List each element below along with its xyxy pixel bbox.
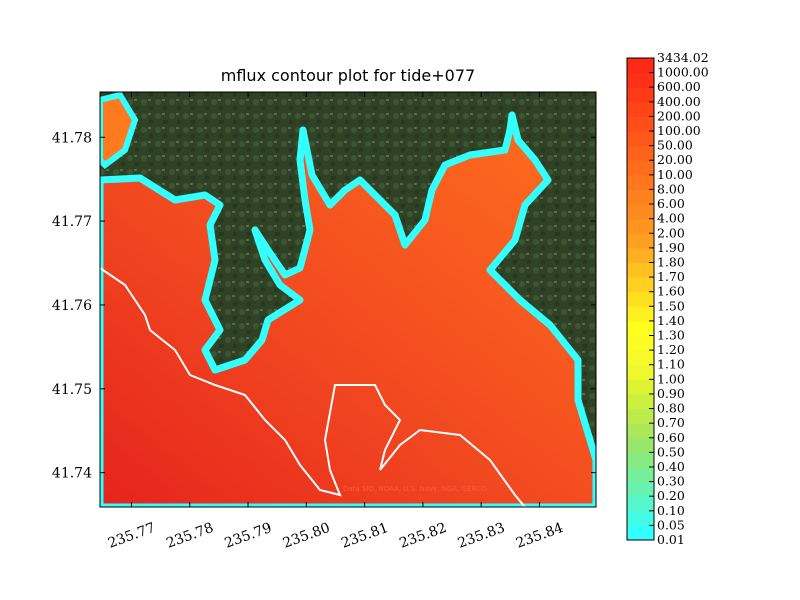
colorbar-segment bbox=[627, 350, 654, 366]
colorbar-label: 1.90 bbox=[657, 240, 685, 255]
colorbar-segment bbox=[627, 58, 654, 74]
colorbar-frame bbox=[626, 57, 655, 541]
colorbar-label: 600.00 bbox=[657, 79, 701, 94]
colorbar-label: 1.10 bbox=[657, 357, 685, 372]
x-tick-label: 235.84 bbox=[514, 520, 566, 552]
x-tick-label: 235.77 bbox=[106, 520, 158, 552]
colorbar-label: 0.05 bbox=[657, 517, 685, 532]
colorbar-segment bbox=[627, 72, 654, 88]
colorbar-segment bbox=[627, 496, 654, 512]
colorbar-label: 0.40 bbox=[657, 459, 685, 474]
colorbar-label: 2.00 bbox=[657, 225, 685, 240]
x-tick-label: 235.79 bbox=[223, 520, 275, 552]
colorbar-segment bbox=[627, 101, 654, 117]
colorbar-label: 1.80 bbox=[657, 254, 685, 269]
colorbar-label: 100.00 bbox=[657, 123, 701, 138]
colorbar-label: 20.00 bbox=[657, 152, 693, 167]
colorbar-label: 50.00 bbox=[657, 138, 693, 153]
colorbar-segment bbox=[627, 306, 654, 322]
colorbar-segment bbox=[627, 525, 654, 541]
colorbar-label: 1.60 bbox=[657, 284, 685, 299]
colorbar-segment bbox=[627, 160, 654, 176]
colorbar-label: 0.80 bbox=[657, 401, 685, 416]
chart-title: mflux contour plot for tide+077 bbox=[220, 66, 476, 85]
y-tick-label: 41.77 bbox=[52, 214, 92, 230]
y-tick-label: 41.75 bbox=[52, 382, 92, 398]
colorbar-label: 1.00 bbox=[657, 371, 685, 386]
colorbar-segment bbox=[627, 320, 654, 337]
colorbar-label: 4.00 bbox=[657, 211, 685, 226]
colorbar-label: 0.01 bbox=[657, 532, 685, 547]
colorbar-segment bbox=[627, 247, 654, 263]
map-area: Data SIO, NOAA, U.S. Navy, NGA, GEBCO bbox=[100, 92, 596, 507]
colorbar-segment bbox=[627, 510, 654, 526]
colorbar-segment bbox=[627, 481, 654, 497]
colorbar-label: 0.90 bbox=[657, 386, 685, 401]
colorbar-segment bbox=[627, 437, 654, 453]
colorbar-segment bbox=[627, 116, 654, 132]
colorbar-label: 200.00 bbox=[657, 108, 701, 123]
colorbar-segment bbox=[627, 218, 654, 234]
colorbar-segment bbox=[627, 131, 654, 147]
colorbar-label: 3434.02 bbox=[657, 50, 709, 65]
plot-frame bbox=[99, 91, 597, 508]
colorbar-segment bbox=[627, 379, 654, 395]
x-tick-label: 235.80 bbox=[281, 520, 333, 552]
colorbar-segment bbox=[627, 233, 654, 249]
x-tick-label: 235.78 bbox=[164, 520, 216, 552]
colorbar-label: 1.70 bbox=[657, 269, 685, 284]
colorbar-segment bbox=[627, 423, 654, 439]
colorbar-label: 0.50 bbox=[657, 444, 685, 459]
colorbar-label: 0.60 bbox=[657, 430, 685, 445]
coastline-outline bbox=[100, 267, 526, 507]
colorbar-label: 1.50 bbox=[657, 298, 685, 313]
colorbar-label: 0.20 bbox=[657, 488, 685, 503]
colorbar-segment bbox=[627, 174, 654, 190]
colorbar-label: 8.00 bbox=[657, 181, 685, 196]
x-tick-label: 235.82 bbox=[397, 520, 449, 552]
colorbar-label: 1.40 bbox=[657, 313, 685, 328]
colorbar-segment bbox=[627, 408, 654, 424]
map-attribution: Data SIO, NOAA, U.S. Navy, NGA, GEBCO bbox=[343, 485, 487, 493]
colorbar-segment bbox=[627, 335, 654, 351]
colorbar-segment bbox=[627, 145, 654, 161]
colorbar-segment bbox=[627, 87, 654, 103]
y-axis: 41.74 41.75 41.76 41.77 41.78 bbox=[52, 130, 596, 482]
colorbar-segment bbox=[627, 364, 654, 380]
x-tick-label: 235.81 bbox=[339, 520, 391, 552]
colorbar-label: 1000.00 bbox=[657, 65, 709, 80]
x-tick-label: 235.83 bbox=[456, 520, 508, 552]
colorbar-segment bbox=[627, 277, 654, 293]
colorbar-segment bbox=[627, 204, 654, 220]
colorbar-segment bbox=[627, 466, 654, 483]
colorbar: 0.010.050.100.200.300.400.500.600.700.80… bbox=[626, 50, 709, 547]
y-tick-label: 41.78 bbox=[52, 130, 92, 146]
colorbar-segment bbox=[627, 262, 654, 278]
colorbar-label: 1.20 bbox=[657, 342, 685, 357]
colorbar-label: 0.70 bbox=[657, 415, 685, 430]
y-tick-label: 41.76 bbox=[52, 298, 92, 314]
colorbar-label: 0.30 bbox=[657, 474, 685, 489]
colorbar-label: 1.30 bbox=[657, 328, 685, 343]
water-contour-fill bbox=[100, 111, 596, 507]
colorbar-segment bbox=[627, 452, 654, 468]
colorbar-label: 400.00 bbox=[657, 94, 701, 109]
colorbar-label: 6.00 bbox=[657, 196, 685, 211]
colorbar-label: 10.00 bbox=[657, 167, 693, 182]
colorbar-segment bbox=[627, 393, 654, 410]
colorbar-segment bbox=[627, 189, 654, 205]
colorbar-segment bbox=[627, 291, 654, 307]
colorbar-label: 0.10 bbox=[657, 503, 685, 518]
water-upper-inlet bbox=[100, 92, 139, 169]
y-tick-label: 41.74 bbox=[52, 466, 92, 482]
